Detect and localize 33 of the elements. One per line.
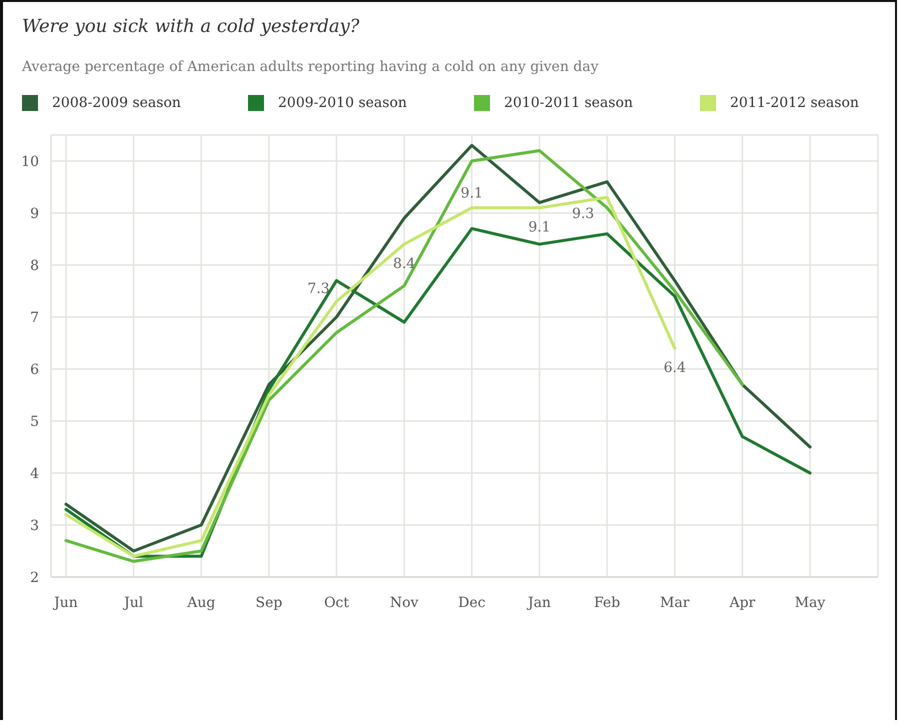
x-tick-label: Jul xyxy=(122,594,144,611)
x-tick-label: Jan xyxy=(526,594,551,611)
x-tick-label: May xyxy=(794,594,826,611)
y-tick-label: 5 xyxy=(30,414,39,430)
y-tick-label: 6 xyxy=(30,362,40,378)
data-label: 9.1 xyxy=(528,219,551,236)
data-label: 9.1 xyxy=(460,185,483,202)
y-tick-label: 10 xyxy=(21,154,39,170)
x-tick-label: Dec xyxy=(458,594,486,611)
x-tick-label: Nov xyxy=(390,594,419,611)
x-tick-label: Aug xyxy=(186,594,216,611)
data-label: 7.3 xyxy=(307,281,330,298)
x-tick-label: Oct xyxy=(324,594,350,611)
y-tick-label: 3 xyxy=(30,518,39,534)
legend-label: 2010-2011 season xyxy=(504,95,633,111)
chart-subtitle: Average percentage of American adults reporting having a cold on any given day xyxy=(22,59,599,75)
data-label: 6.4 xyxy=(664,360,686,376)
legend-label: 2009-2010 season xyxy=(278,95,407,111)
data-label: 9.3 xyxy=(572,206,594,222)
y-tick-label: 9 xyxy=(30,206,39,222)
x-tick-label: Sep xyxy=(255,594,282,611)
x-tick-label: Jun xyxy=(52,594,78,611)
chart-title: Were you sick with a cold yesterday? xyxy=(22,16,360,37)
y-tick-label: 4 xyxy=(30,466,40,482)
data-label: 8.4 xyxy=(393,256,416,272)
x-tick-label: Mar xyxy=(660,594,690,611)
x-tick-label: Feb xyxy=(594,594,620,611)
legend-label: 2008-2009 season xyxy=(52,95,181,111)
legend-label: 2011-2012 season xyxy=(730,95,859,111)
y-tick-label: 7 xyxy=(30,310,39,326)
y-tick-label: 8 xyxy=(30,258,39,274)
x-tick-label: Apr xyxy=(728,594,756,611)
y-tick-label: 2 xyxy=(30,570,39,586)
